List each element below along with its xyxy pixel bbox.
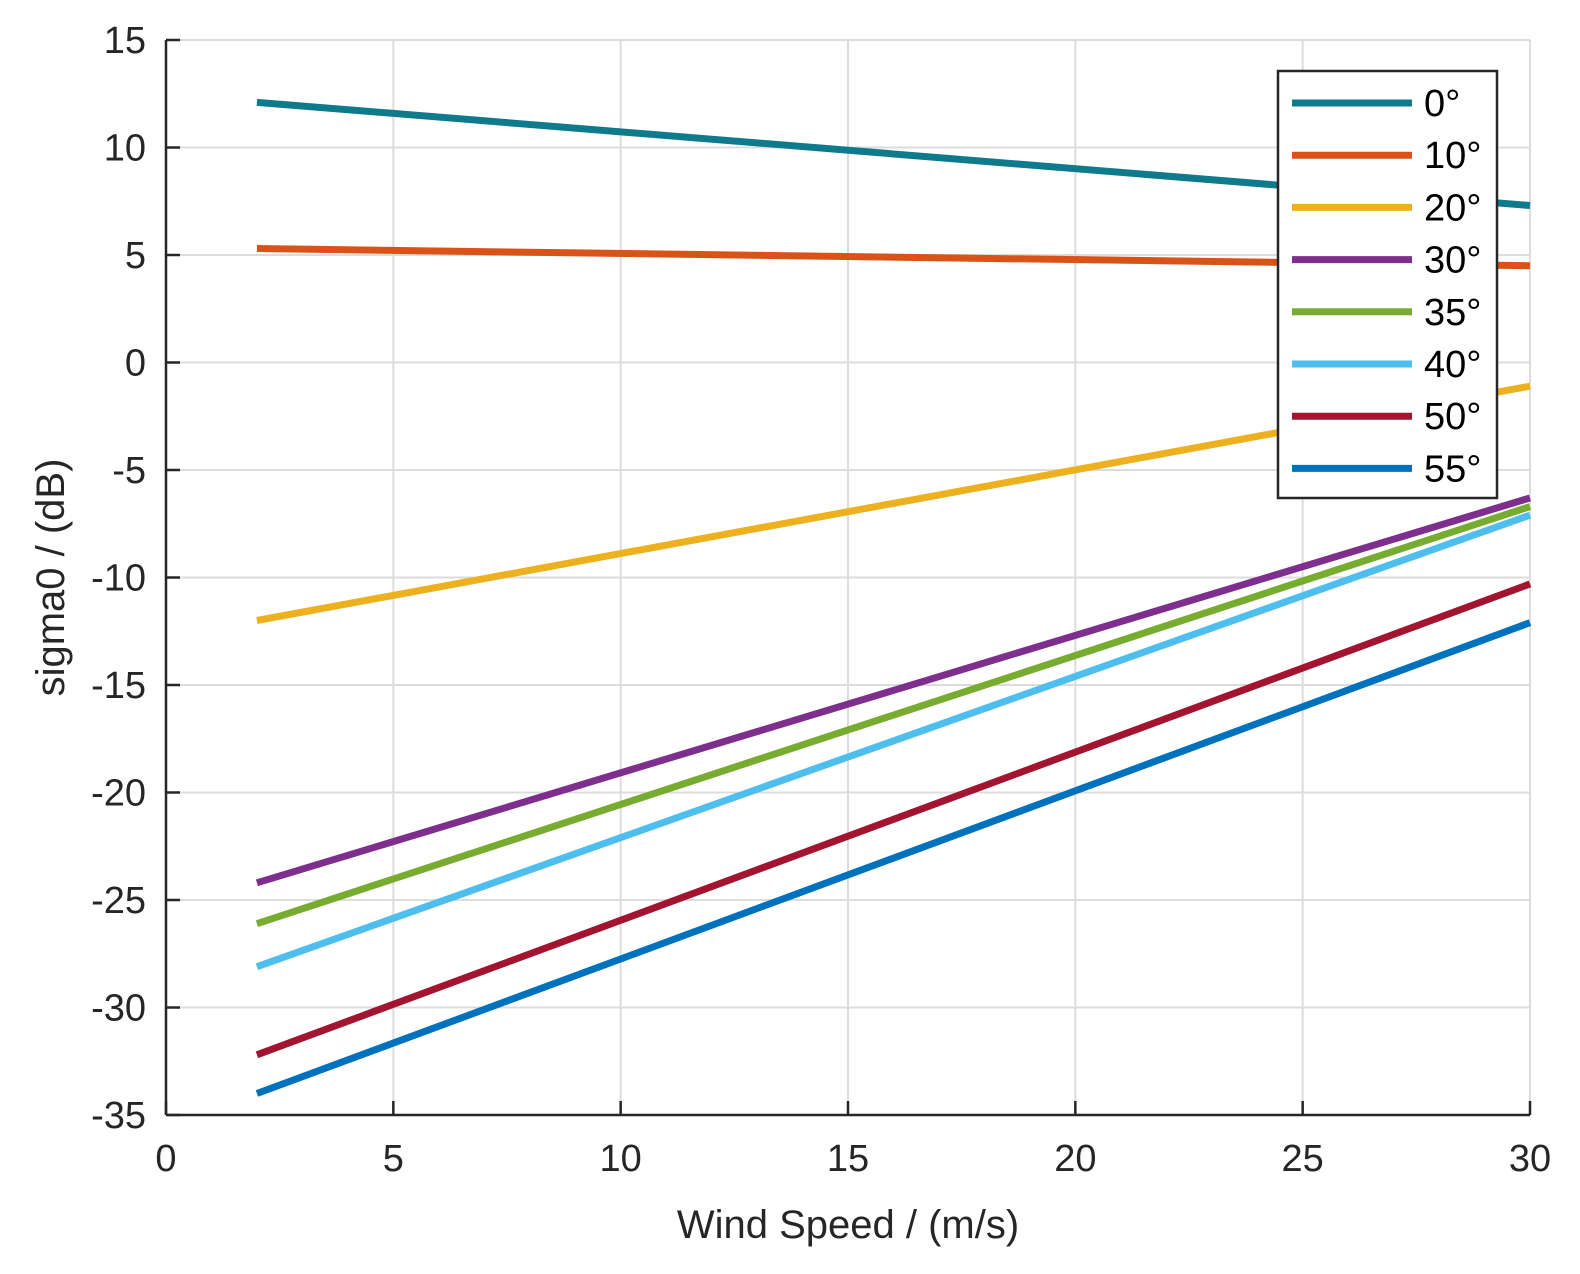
legend-entry-label: 10° [1424,135,1481,177]
series-line-40deg [255,511,1532,970]
legend: 0° 10° 20° 30° 35° 40° 50° 55° [1276,69,1499,500]
y-tick-label: -30 [91,988,146,1030]
series-line-30deg [255,494,1532,887]
y-tick-label: -10 [91,558,146,600]
y-tick-label: 10 [104,128,146,170]
x-tick-label: 20 [1054,1138,1096,1180]
legend-entry-label: 50° [1424,396,1481,438]
y-tick-label: 5 [125,235,146,277]
axes [164,38,1532,1117]
legend-entry-label: 0° [1424,83,1460,125]
series-line-35deg [255,503,1532,927]
tick-labels: 0 5 10 15 20 25 30 15 10 5 0 -5 -10 -15 -20 -25 -30 -35 [91,20,1551,1180]
y-tick-label: 15 [104,20,146,62]
y-tick-label: -5 [112,450,146,492]
y-tick-label: -15 [91,665,146,707]
legend-box [1276,69,1499,500]
x-tick-label: 0 [155,1138,176,1180]
series-line-50deg [255,580,1532,1059]
legend-entry-label: 20° [1424,187,1481,229]
y-tick-label: 0 [125,343,146,385]
x-axis-label: Wind Speed / (m/s) [677,1203,1019,1247]
x-tick-label: 30 [1509,1138,1551,1180]
legend-entry-label: 30° [1424,240,1481,282]
series-line-55deg [255,619,1532,1097]
legend-entry-label: 40° [1424,344,1481,386]
x-tick-label: 15 [827,1138,869,1180]
x-tick-label: 10 [600,1138,642,1180]
legend-entry-label: 55° [1424,448,1481,490]
y-tick-label: -35 [91,1095,146,1137]
y-tick-label: -25 [91,880,146,922]
legend-entry-label: 35° [1424,292,1481,334]
x-tick-label: 5 [383,1138,404,1180]
x-tick-label: 25 [1282,1138,1324,1180]
y-tick-label: -20 [91,773,146,815]
y-axis-label: sigma0 / (dB) [29,459,73,697]
